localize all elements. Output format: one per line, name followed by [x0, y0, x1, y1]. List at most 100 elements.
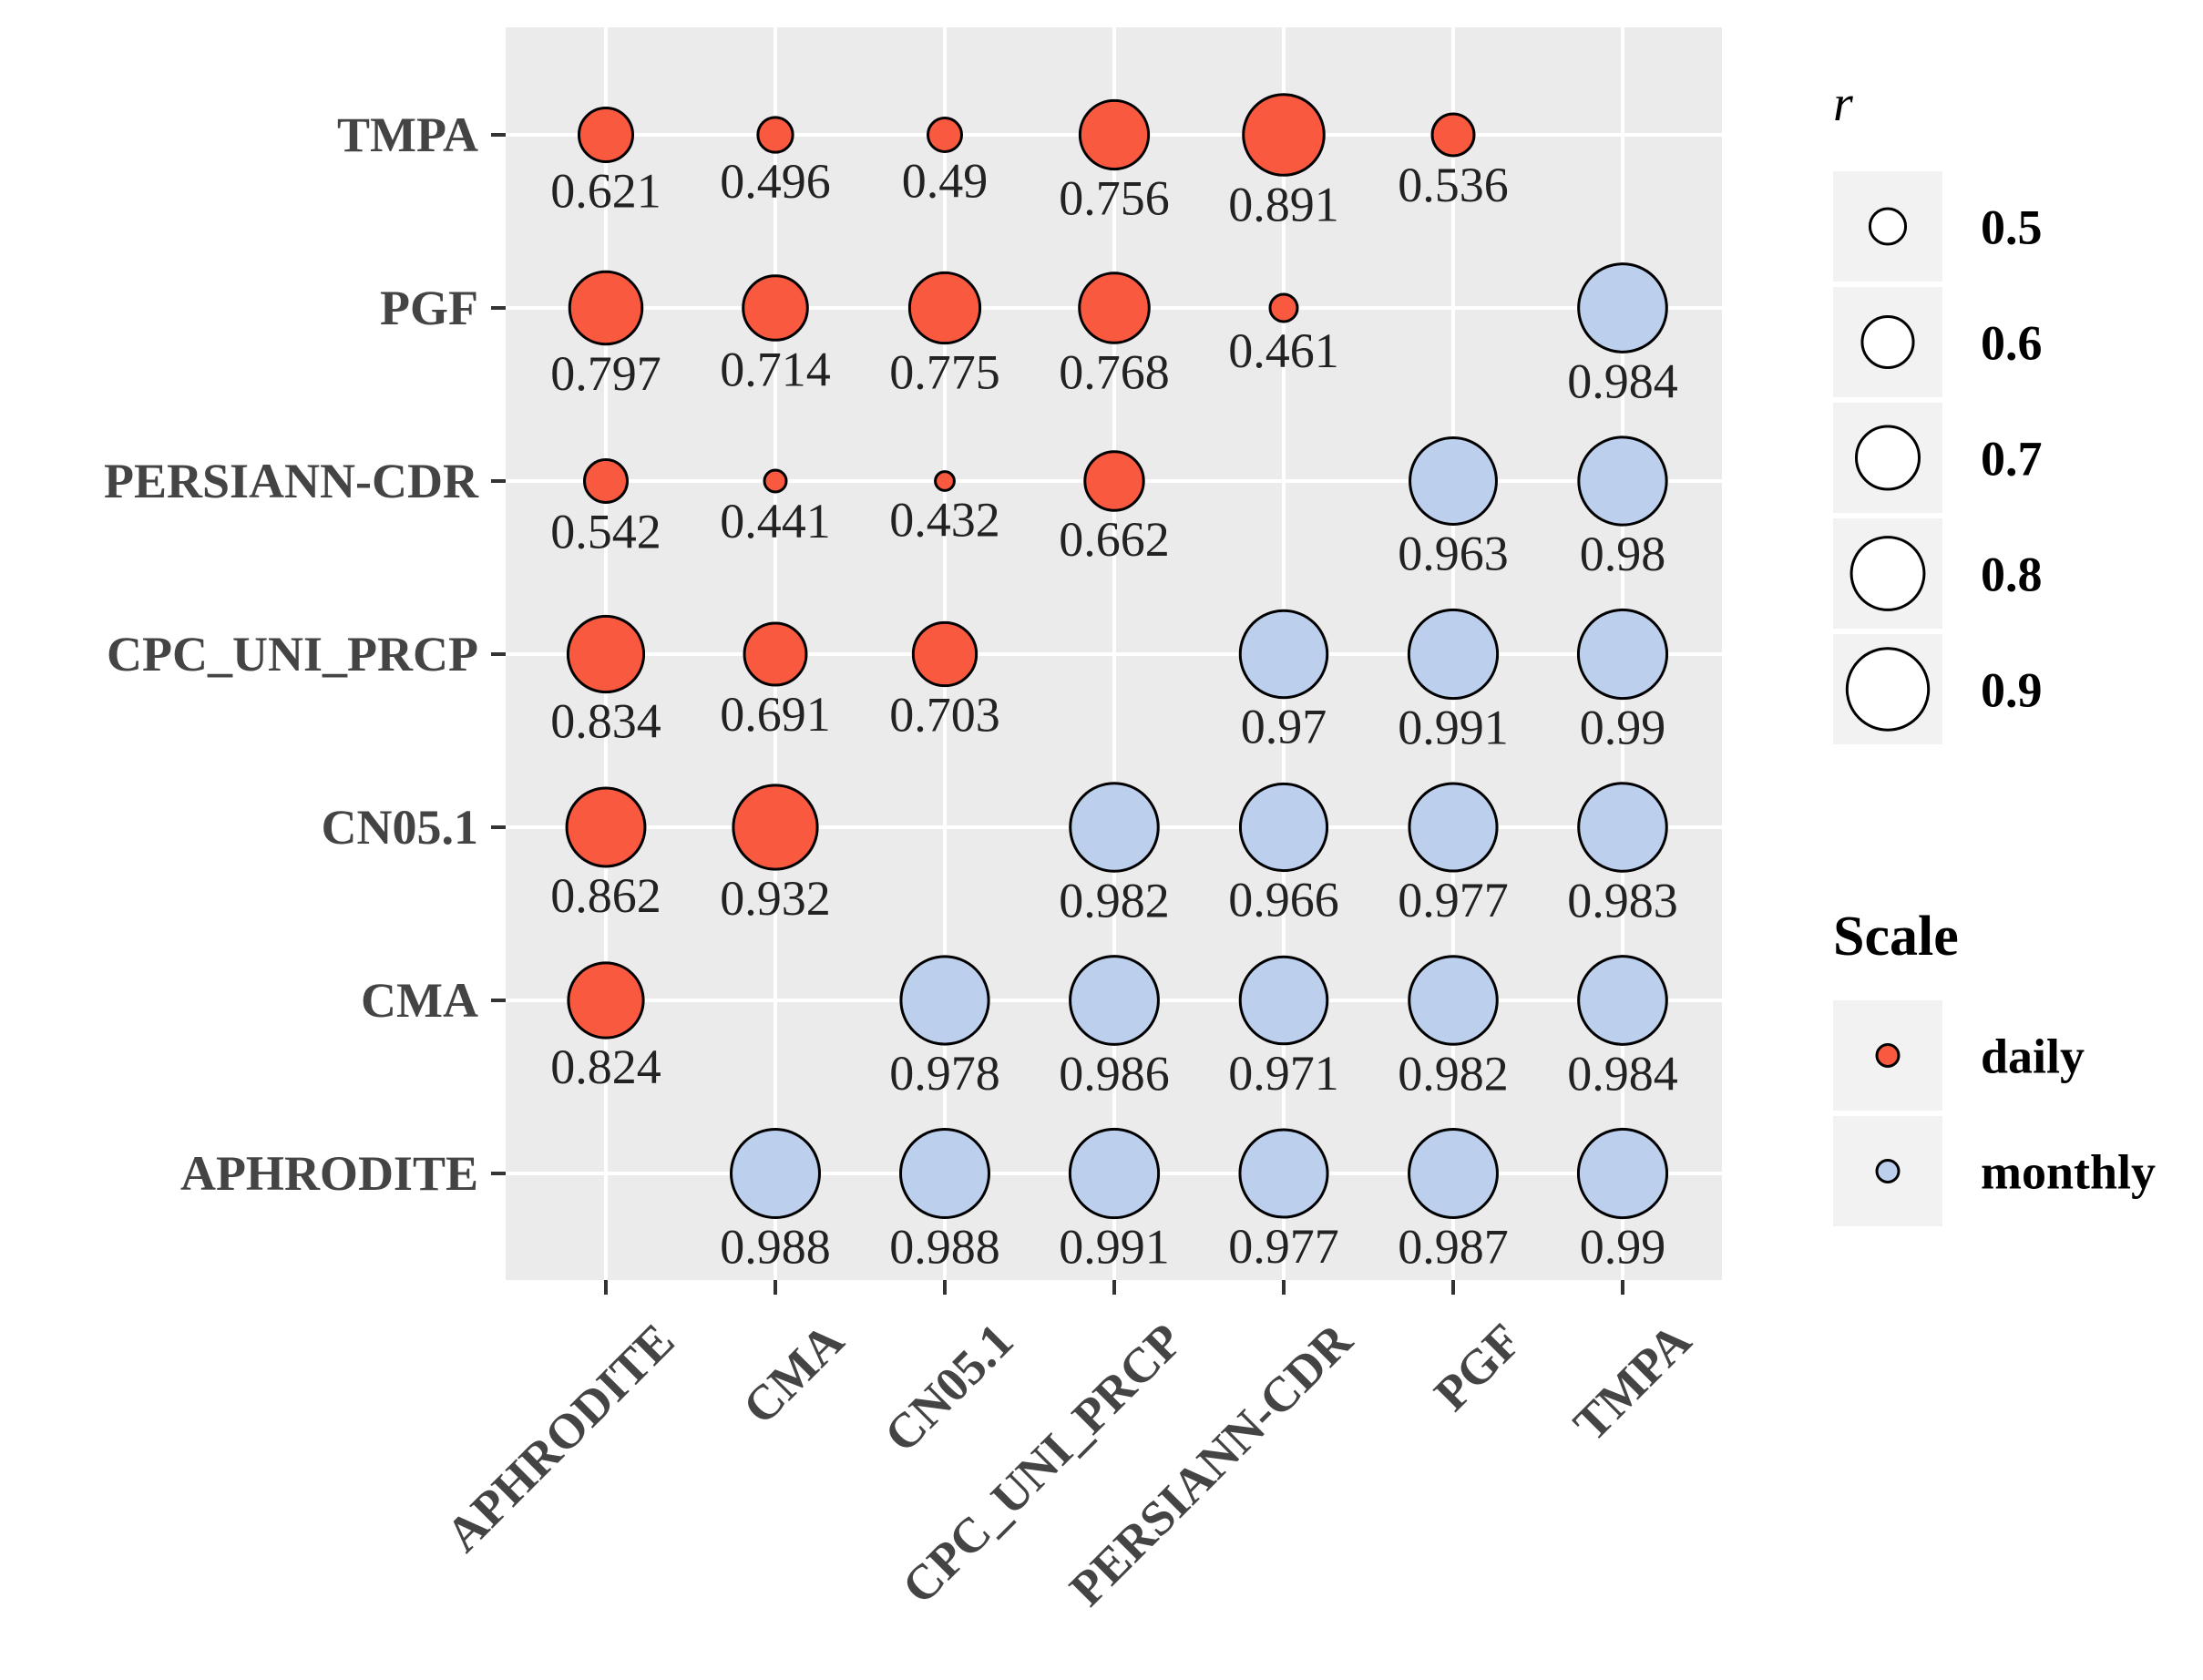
label-daily-persiann-cdr-tmpa: 0.891: [1228, 177, 1339, 231]
point-monthly-pgf-cpc-uni-prcp: [1407, 608, 1500, 701]
label-daily-cn05-1-cpc-uni-prcp: 0.703: [889, 688, 1000, 743]
label-monthly-tmpa-cpc-uni-prcp: 0.99: [1580, 701, 1666, 755]
point-daily-aphrodite-cn05-1: [565, 786, 647, 868]
label-monthly-pgf-cma: 0.982: [1398, 1046, 1509, 1101]
point-monthly-tmpa-aphrodite: [1576, 1127, 1669, 1220]
label-monthly-tmpa-aphrodite: 0.99: [1580, 1220, 1666, 1275]
label-daily-aphrodite-persiann-cdr: 0.542: [550, 504, 661, 558]
legend-size-label-0: 0.5: [1981, 200, 2043, 255]
x-tick-label-aphrodite: APHRODITE: [435, 1313, 685, 1562]
legend-size: r 0.5 0.6 0.7 0.8 0.9: [1833, 76, 2043, 744]
label-monthly-cn05-1-aphrodite: 0.988: [889, 1220, 1000, 1275]
data-labels: 0.621 0.496 0.49 0.756 0.891 0.536 0.797 0.714 0…: [550, 153, 1678, 1274]
legend-scale-label-monthly: monthly: [1981, 1145, 2156, 1200]
label-monthly-cpc-uni-prcp-cma: 0.986: [1059, 1046, 1170, 1101]
point-daily-aphrodite-tmpa: [577, 106, 635, 164]
legend-scale-label-daily: daily: [1981, 1030, 2085, 1084]
legend-size-label-1: 0.6: [1981, 316, 2043, 371]
label-monthly-persiann-cdr-aphrodite: 0.977: [1228, 1219, 1339, 1274]
point-monthly-cma-aphrodite: [729, 1127, 822, 1220]
point-daily-persiann-cdr-tmpa: [1242, 93, 1326, 177]
point-monthly-persiann-cdr-aphrodite: [1238, 1128, 1329, 1219]
label-monthly-tmpa-pgf: 0.984: [1567, 353, 1678, 408]
point-daily-aphrodite-cma: [567, 961, 645, 1040]
label-daily-cn05-1-pgf: 0.775: [889, 345, 1000, 400]
label-daily-aphrodite-cpc-uni-prcp: 0.834: [550, 694, 661, 749]
point-daily-cn05-1-persiann-cdr: [934, 470, 956, 492]
legend-scale-swatch-monthly: [1875, 1159, 1901, 1183]
y-tick-label-persiann-cdr: PERSIANN-CDR: [104, 454, 479, 508]
y-tick-label-cn05-1: CN05.1: [322, 800, 479, 855]
point-daily-cn05-1-tmpa: [927, 117, 963, 153]
point-monthly-pgf-persiann-cdr: [1409, 436, 1498, 526]
label-daily-pgf-tmpa: 0.536: [1398, 158, 1509, 212]
x-tick-label-persiann-cdr: PERSIANN-CDR: [1059, 1312, 1363, 1616]
legend-size-circle-3: [1849, 536, 1926, 611]
label-monthly-cn05-1-cma: 0.978: [889, 1046, 1000, 1101]
y-tick-label-aphrodite: APHRODITE: [180, 1146, 478, 1201]
legend-size-circle-4: [1845, 647, 1931, 732]
point-monthly-tmpa-cpc-uni-prcp: [1576, 608, 1669, 701]
label-daily-cpc-uni-prcp-tmpa: 0.756: [1059, 171, 1170, 226]
label-monthly-cpc-uni-prcp-cn05-1: 0.982: [1059, 873, 1170, 927]
y-tick-label-tmpa: TMPA: [337, 108, 478, 162]
label-daily-aphrodite-tmpa: 0.621: [550, 164, 661, 219]
point-daily-aphrodite-pgf: [568, 270, 644, 346]
point-monthly-tmpa-cma: [1577, 955, 1668, 1046]
point-daily-aphrodite-cpc-uni-prcp: [566, 614, 646, 694]
label-daily-cn05-1-tmpa: 0.49: [902, 153, 989, 208]
point-daily-persiann-cdr-pgf: [1268, 292, 1299, 323]
label-monthly-cpc-uni-prcp-aphrodite: 0.991: [1059, 1220, 1170, 1275]
point-monthly-cpc-uni-prcp-cma: [1069, 955, 1160, 1046]
legend-size-label-2: 0.7: [1981, 432, 2043, 487]
legend-size-circle-0: [1868, 207, 1908, 246]
y-tick-label-cma: CMA: [361, 973, 478, 1028]
point-monthly-tmpa-persiann-cdr: [1577, 435, 1668, 527]
y-tick-label-cpc-uni-prcp: CPC_UNI_PRCP: [107, 627, 478, 681]
label-daily-cn05-1-persiann-cdr: 0.432: [889, 492, 1000, 547]
legend-size-circle-2: [1855, 425, 1921, 491]
x-axis: APHRODITE CMA CN05.1CPC_UNI_PRCPPERSIANN-C…: [435, 1280, 1701, 1616]
point-daily-pgf-tmpa: [1430, 112, 1476, 158]
y-tick-label-pgf: PGF: [380, 281, 478, 335]
point-monthly-persiann-cdr-cpc-uni-prcp: [1238, 609, 1329, 700]
x-tick-label-tmpa: TMPA: [1563, 1313, 1701, 1451]
label-daily-cpc-uni-prcp-persiann-cdr: 0.662: [1059, 512, 1170, 567]
point-monthly-cn05-1-cma: [899, 955, 990, 1046]
label-daily-cma-pgf: 0.714: [720, 342, 831, 396]
label-daily-cma-cpc-uni-prcp: 0.691: [720, 687, 831, 742]
point-daily-cn05-1-pgf: [907, 271, 982, 345]
point-daily-cpc-uni-prcp-persiann-cdr: [1083, 450, 1145, 512]
point-daily-cn05-1-cpc-uni-prcp: [911, 620, 979, 688]
legend-size-label-4: 0.9: [1981, 663, 2043, 718]
point-daily-cma-pgf: [742, 274, 809, 342]
legend-scale-swatch-daily: [1875, 1043, 1901, 1068]
point-monthly-pgf-cma: [1408, 955, 1499, 1046]
label-monthly-persiann-cdr-cma: 0.971: [1228, 1046, 1339, 1101]
point-daily-cma-persiann-cdr: [763, 468, 788, 494]
x-tick-label-cn05-1: CN05.1: [874, 1313, 1023, 1462]
label-monthly-tmpa-cn05-1: 0.983: [1567, 873, 1678, 927]
point-daily-cma-cn05-1: [732, 784, 819, 871]
point-monthly-tmpa-cn05-1: [1577, 782, 1668, 873]
point-daily-cma-tmpa: [756, 116, 794, 154]
label-monthly-persiann-cdr-cn05-1: 0.966: [1228, 873, 1339, 927]
legend-scale: Scale daily monthly: [1833, 906, 2156, 1226]
label-monthly-pgf-persiann-cdr: 0.963: [1398, 526, 1509, 580]
x-tick-label-cpc-uni-prcp: CPC_UNI_PRCP: [892, 1313, 1194, 1614]
x-tick-label-pgf: PGF: [1424, 1313, 1532, 1421]
label-daily-cma-tmpa: 0.496: [720, 154, 831, 209]
point-monthly-cpc-uni-prcp-cn05-1: [1069, 782, 1160, 873]
legend-size-title: r: [1833, 76, 1853, 132]
label-monthly-pgf-cpc-uni-prcp: 0.991: [1398, 701, 1509, 755]
point-monthly-pgf-cn05-1: [1408, 782, 1499, 873]
label-monthly-tmpa-persiann-cdr: 0.98: [1580, 527, 1666, 581]
point-daily-cpc-uni-prcp-pgf: [1078, 271, 1151, 344]
label-monthly-cma-aphrodite: 0.988: [720, 1220, 831, 1275]
label-daily-cpc-uni-prcp-pgf: 0.768: [1059, 344, 1170, 399]
point-monthly-cpc-uni-prcp-aphrodite: [1068, 1127, 1161, 1220]
label-daily-cma-persiann-cdr: 0.441: [720, 494, 831, 548]
point-daily-cpc-uni-prcp-tmpa: [1078, 98, 1151, 171]
point-monthly-persiann-cdr-cma: [1238, 955, 1329, 1046]
